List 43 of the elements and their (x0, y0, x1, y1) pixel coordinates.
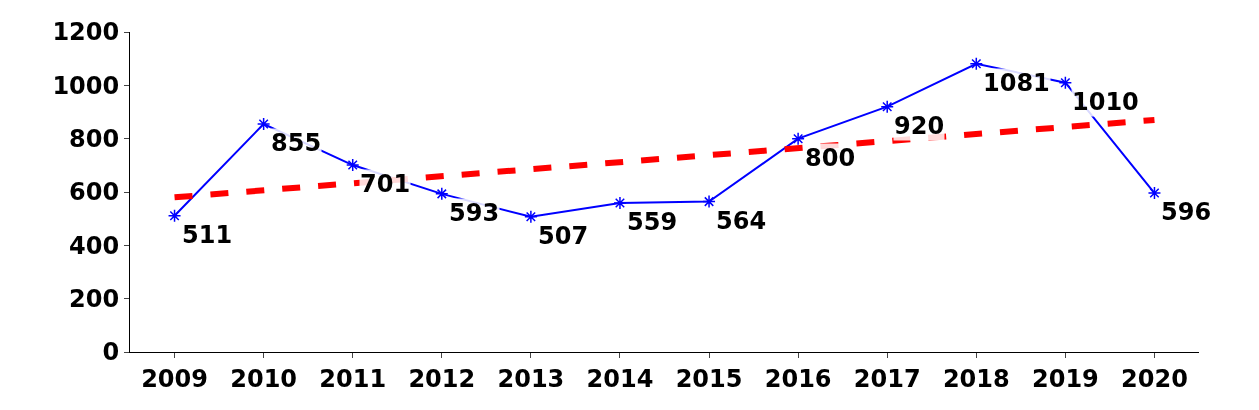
y-tick-label: 1200 (52, 18, 120, 47)
data-label: 559 (627, 208, 678, 236)
y-tick-label: 200 (69, 285, 120, 314)
y-tick-label: 400 (69, 231, 120, 260)
point (1058, 75, 1073, 90)
point (167, 208, 182, 223)
x-tick-label: 2011 (319, 364, 387, 393)
y-tick-label: 1000 (52, 71, 120, 100)
point (702, 194, 716, 209)
data-label: 507 (538, 222, 589, 250)
x-tick-label: 2018 (942, 364, 1010, 393)
y-tick-label: 600 (69, 178, 120, 207)
x-tick-label: 2016 (764, 364, 832, 393)
point (969, 56, 984, 71)
data-label: 593 (449, 199, 500, 227)
x-tick-label: 2013 (497, 364, 565, 393)
x-tick-label: 2010 (230, 364, 298, 393)
x-tick-label: 2019 (1031, 364, 1099, 393)
x-tick-label: 2015 (675, 364, 743, 393)
x-tick-label: 2017 (853, 364, 921, 393)
x-tick-label: 2020 (1121, 364, 1188, 393)
data-label: 596 (1161, 198, 1212, 226)
data-label: 701 (360, 170, 411, 198)
point (435, 187, 449, 201)
y-tick-label: 800 (69, 125, 120, 154)
data-label: 1010 (1072, 88, 1139, 116)
data-label: 1081 (983, 69, 1050, 97)
x-tick-label: 2014 (586, 364, 654, 393)
data-label: 800 (805, 144, 856, 172)
y-tick-label: 0 (102, 338, 120, 367)
data-label: 920 (894, 112, 945, 140)
point (613, 196, 627, 210)
point (345, 158, 360, 172)
point (1147, 186, 1162, 200)
data-label: 564 (716, 207, 767, 235)
data-label: 855 (271, 129, 322, 157)
point (256, 117, 271, 131)
x-tick-label: 2012 (408, 364, 476, 393)
point (524, 210, 538, 224)
x-tick-label: 2009 (141, 364, 208, 393)
point (880, 99, 894, 114)
point (791, 131, 805, 146)
data-label: 511 (182, 221, 233, 249)
